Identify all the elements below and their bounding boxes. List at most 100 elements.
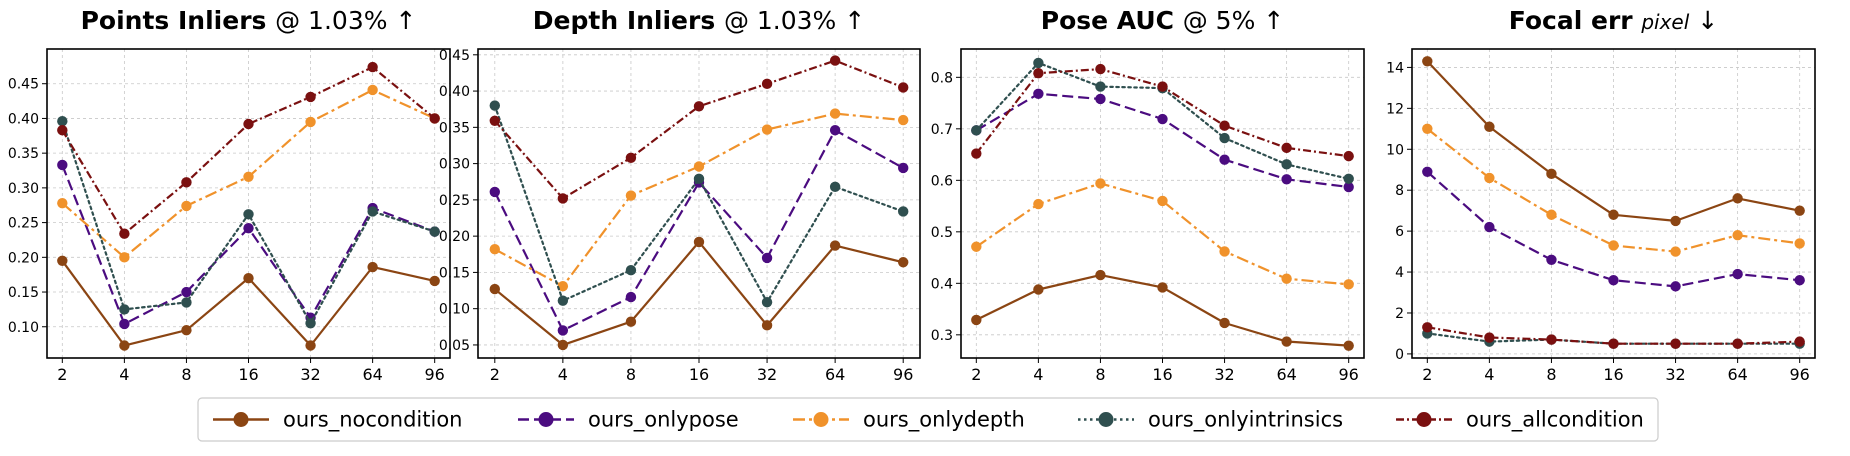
legend-label: ours_onlydepth <box>863 408 1025 433</box>
data-point <box>1095 81 1106 92</box>
data-point <box>305 91 316 103</box>
x-tick-label: 64 <box>362 365 382 384</box>
data-point <box>1157 113 1168 125</box>
y-tick-label: 0.20 <box>8 250 39 266</box>
legend-marker <box>538 412 554 427</box>
data-point <box>1608 338 1619 349</box>
y-tick-label: 0.10 <box>439 302 470 318</box>
data-point <box>1484 172 1495 184</box>
data-point <box>1033 284 1044 295</box>
series-ours_onlydepth <box>1422 123 1805 257</box>
x-tick-label: 96 <box>1339 365 1359 384</box>
x-tick-label: 96 <box>893 365 913 384</box>
data-point <box>181 177 192 188</box>
data-point <box>243 209 254 220</box>
data-point <box>761 78 773 90</box>
data-point <box>1546 209 1557 220</box>
grid <box>961 49 1364 358</box>
data-point <box>1670 246 1681 257</box>
y-tick-label: 0.40 <box>439 84 470 100</box>
data-point <box>898 257 909 268</box>
data-point <box>57 255 68 266</box>
x-tick-label: 32 <box>300 365 320 384</box>
y-tick-label: 12 <box>1386 101 1404 117</box>
chart-title: Points Inliers @ 1.03% ↑ <box>81 6 417 35</box>
data-point <box>367 206 378 217</box>
data-point <box>57 159 68 171</box>
y-tick-label: 0.25 <box>8 216 39 232</box>
data-point <box>693 173 705 185</box>
series-ours_onlydepth <box>971 178 1354 290</box>
data-point <box>1157 81 1168 92</box>
data-point <box>119 318 130 330</box>
data-point <box>829 181 841 193</box>
grid <box>478 49 920 358</box>
y-tick-label: 4 <box>1395 265 1404 281</box>
panel-1: 2 4 8 16 32 64 96 0.10 0.15 0.20 0.25 0.30 0.35 0.40 0… <box>8 6 451 384</box>
x-tick-label: 4 <box>1484 365 1494 384</box>
data-point <box>119 340 130 351</box>
data-point <box>557 325 569 336</box>
chart-title: Pose AUC @ 5% ↑ <box>1041 6 1284 35</box>
data-point <box>1219 154 1230 165</box>
series-ours_onlydepth <box>489 108 909 292</box>
axes-frame <box>477 48 921 359</box>
data-point <box>305 340 316 351</box>
legend-entry-ours_onlydepth: ours_onlydepth <box>793 408 1025 433</box>
y-tick-label: 0.05 <box>439 338 470 354</box>
x-tick-label: 32 <box>1665 365 1685 384</box>
data-point <box>1422 56 1433 67</box>
data-point <box>181 200 192 212</box>
data-point <box>367 61 378 73</box>
data-point <box>971 148 982 159</box>
series-ours_allcondition <box>57 61 440 239</box>
x-tick-label: 2 <box>490 365 500 384</box>
x-tick-label: 8 <box>1095 365 1105 384</box>
data-point <box>625 316 637 327</box>
data-point <box>829 108 841 119</box>
series-ours_allcondition <box>1422 322 1805 349</box>
data-point <box>367 84 378 96</box>
y-tick-label: 8 <box>1395 183 1404 199</box>
data-point <box>1484 121 1495 132</box>
x-tick-label: 64 <box>1727 365 1747 384</box>
data-point <box>557 339 569 351</box>
panel-4: 2 4 8 16 32 64 96 0 2 4 6 8 10 12 14 Focal err pixel ↓ <box>1386 6 1816 384</box>
data-point <box>1794 336 1805 347</box>
y-tick-label: 0.40 <box>8 111 39 127</box>
x-tick-label: 8 <box>626 365 636 384</box>
data-point <box>181 297 192 308</box>
legend-entry-ours_allcondition: ours_allcondition <box>1396 408 1644 433</box>
data-point <box>898 82 909 93</box>
y-tick-label: 0.8 <box>931 70 953 86</box>
y-tick-label: 0.30 <box>8 181 39 197</box>
grid <box>47 49 450 358</box>
data-point <box>557 193 569 204</box>
data-point <box>1343 279 1354 290</box>
x-tick-label: 8 <box>181 365 191 384</box>
data-point <box>971 125 982 136</box>
series-ours_onlyintrinsics <box>489 100 909 308</box>
series-ours_allcondition <box>489 55 909 204</box>
legend-marker <box>233 412 249 427</box>
data-point <box>625 265 637 276</box>
legend-marker <box>1098 412 1114 427</box>
data-point <box>1732 193 1743 204</box>
data-point <box>1281 273 1292 284</box>
x-tick-label: 2 <box>971 365 981 384</box>
y-tick-label: 0.35 <box>439 120 470 136</box>
series-ours_onlypose <box>1422 166 1805 292</box>
data-point <box>1281 336 1292 347</box>
data-point <box>761 124 773 135</box>
data-point <box>1670 281 1681 292</box>
x-tick-label: 4 <box>119 365 129 384</box>
data-point <box>898 206 909 217</box>
legend-label: ours_onlyintrinsics <box>1148 408 1343 433</box>
data-point <box>1732 338 1743 349</box>
data-point <box>1095 269 1106 281</box>
data-point <box>625 291 637 303</box>
x-tick-label: 32 <box>1214 365 1234 384</box>
data-point <box>1670 215 1681 227</box>
data-point <box>971 241 982 252</box>
